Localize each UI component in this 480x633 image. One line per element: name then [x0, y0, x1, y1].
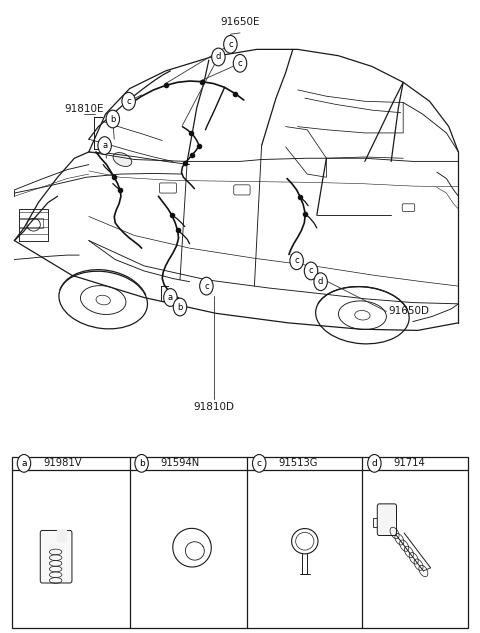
Text: c: c	[228, 40, 233, 49]
Text: a: a	[21, 459, 27, 468]
Text: c: c	[238, 59, 242, 68]
Text: c: c	[204, 282, 209, 291]
Text: a: a	[102, 141, 107, 150]
Polygon shape	[57, 530, 66, 541]
Text: 91981V: 91981V	[43, 458, 82, 468]
Circle shape	[200, 277, 213, 295]
Text: 91714: 91714	[394, 458, 425, 468]
Circle shape	[164, 289, 177, 306]
Text: c: c	[257, 459, 262, 468]
Circle shape	[304, 262, 318, 280]
Circle shape	[106, 110, 120, 128]
Text: 91650D: 91650D	[389, 306, 430, 316]
Text: 91650E: 91650E	[220, 16, 260, 27]
Ellipse shape	[113, 153, 132, 166]
Text: a: a	[168, 293, 173, 302]
Text: 91810E: 91810E	[64, 104, 104, 114]
Text: 91513G: 91513G	[278, 458, 318, 468]
Circle shape	[314, 273, 327, 291]
Circle shape	[224, 35, 237, 53]
Circle shape	[17, 454, 31, 472]
Circle shape	[290, 252, 303, 270]
Text: d: d	[216, 53, 221, 61]
Circle shape	[135, 454, 148, 472]
FancyBboxPatch shape	[402, 204, 415, 211]
Text: 91810D: 91810D	[193, 402, 234, 412]
Text: d: d	[372, 459, 377, 468]
Circle shape	[122, 92, 135, 110]
FancyBboxPatch shape	[40, 530, 72, 583]
FancyBboxPatch shape	[377, 504, 396, 536]
FancyBboxPatch shape	[159, 183, 177, 193]
Text: b: b	[110, 115, 116, 123]
Text: c: c	[309, 266, 313, 275]
Circle shape	[98, 137, 111, 154]
Circle shape	[233, 54, 247, 72]
Text: 91594N: 91594N	[161, 458, 200, 468]
Circle shape	[173, 298, 187, 316]
FancyBboxPatch shape	[234, 185, 250, 195]
Text: c: c	[294, 256, 299, 265]
Circle shape	[368, 454, 381, 472]
Text: b: b	[177, 303, 183, 311]
Circle shape	[212, 48, 225, 66]
Text: b: b	[139, 459, 144, 468]
Text: c: c	[126, 97, 131, 106]
Circle shape	[252, 454, 266, 472]
FancyBboxPatch shape	[12, 457, 468, 628]
Text: d: d	[318, 277, 324, 286]
